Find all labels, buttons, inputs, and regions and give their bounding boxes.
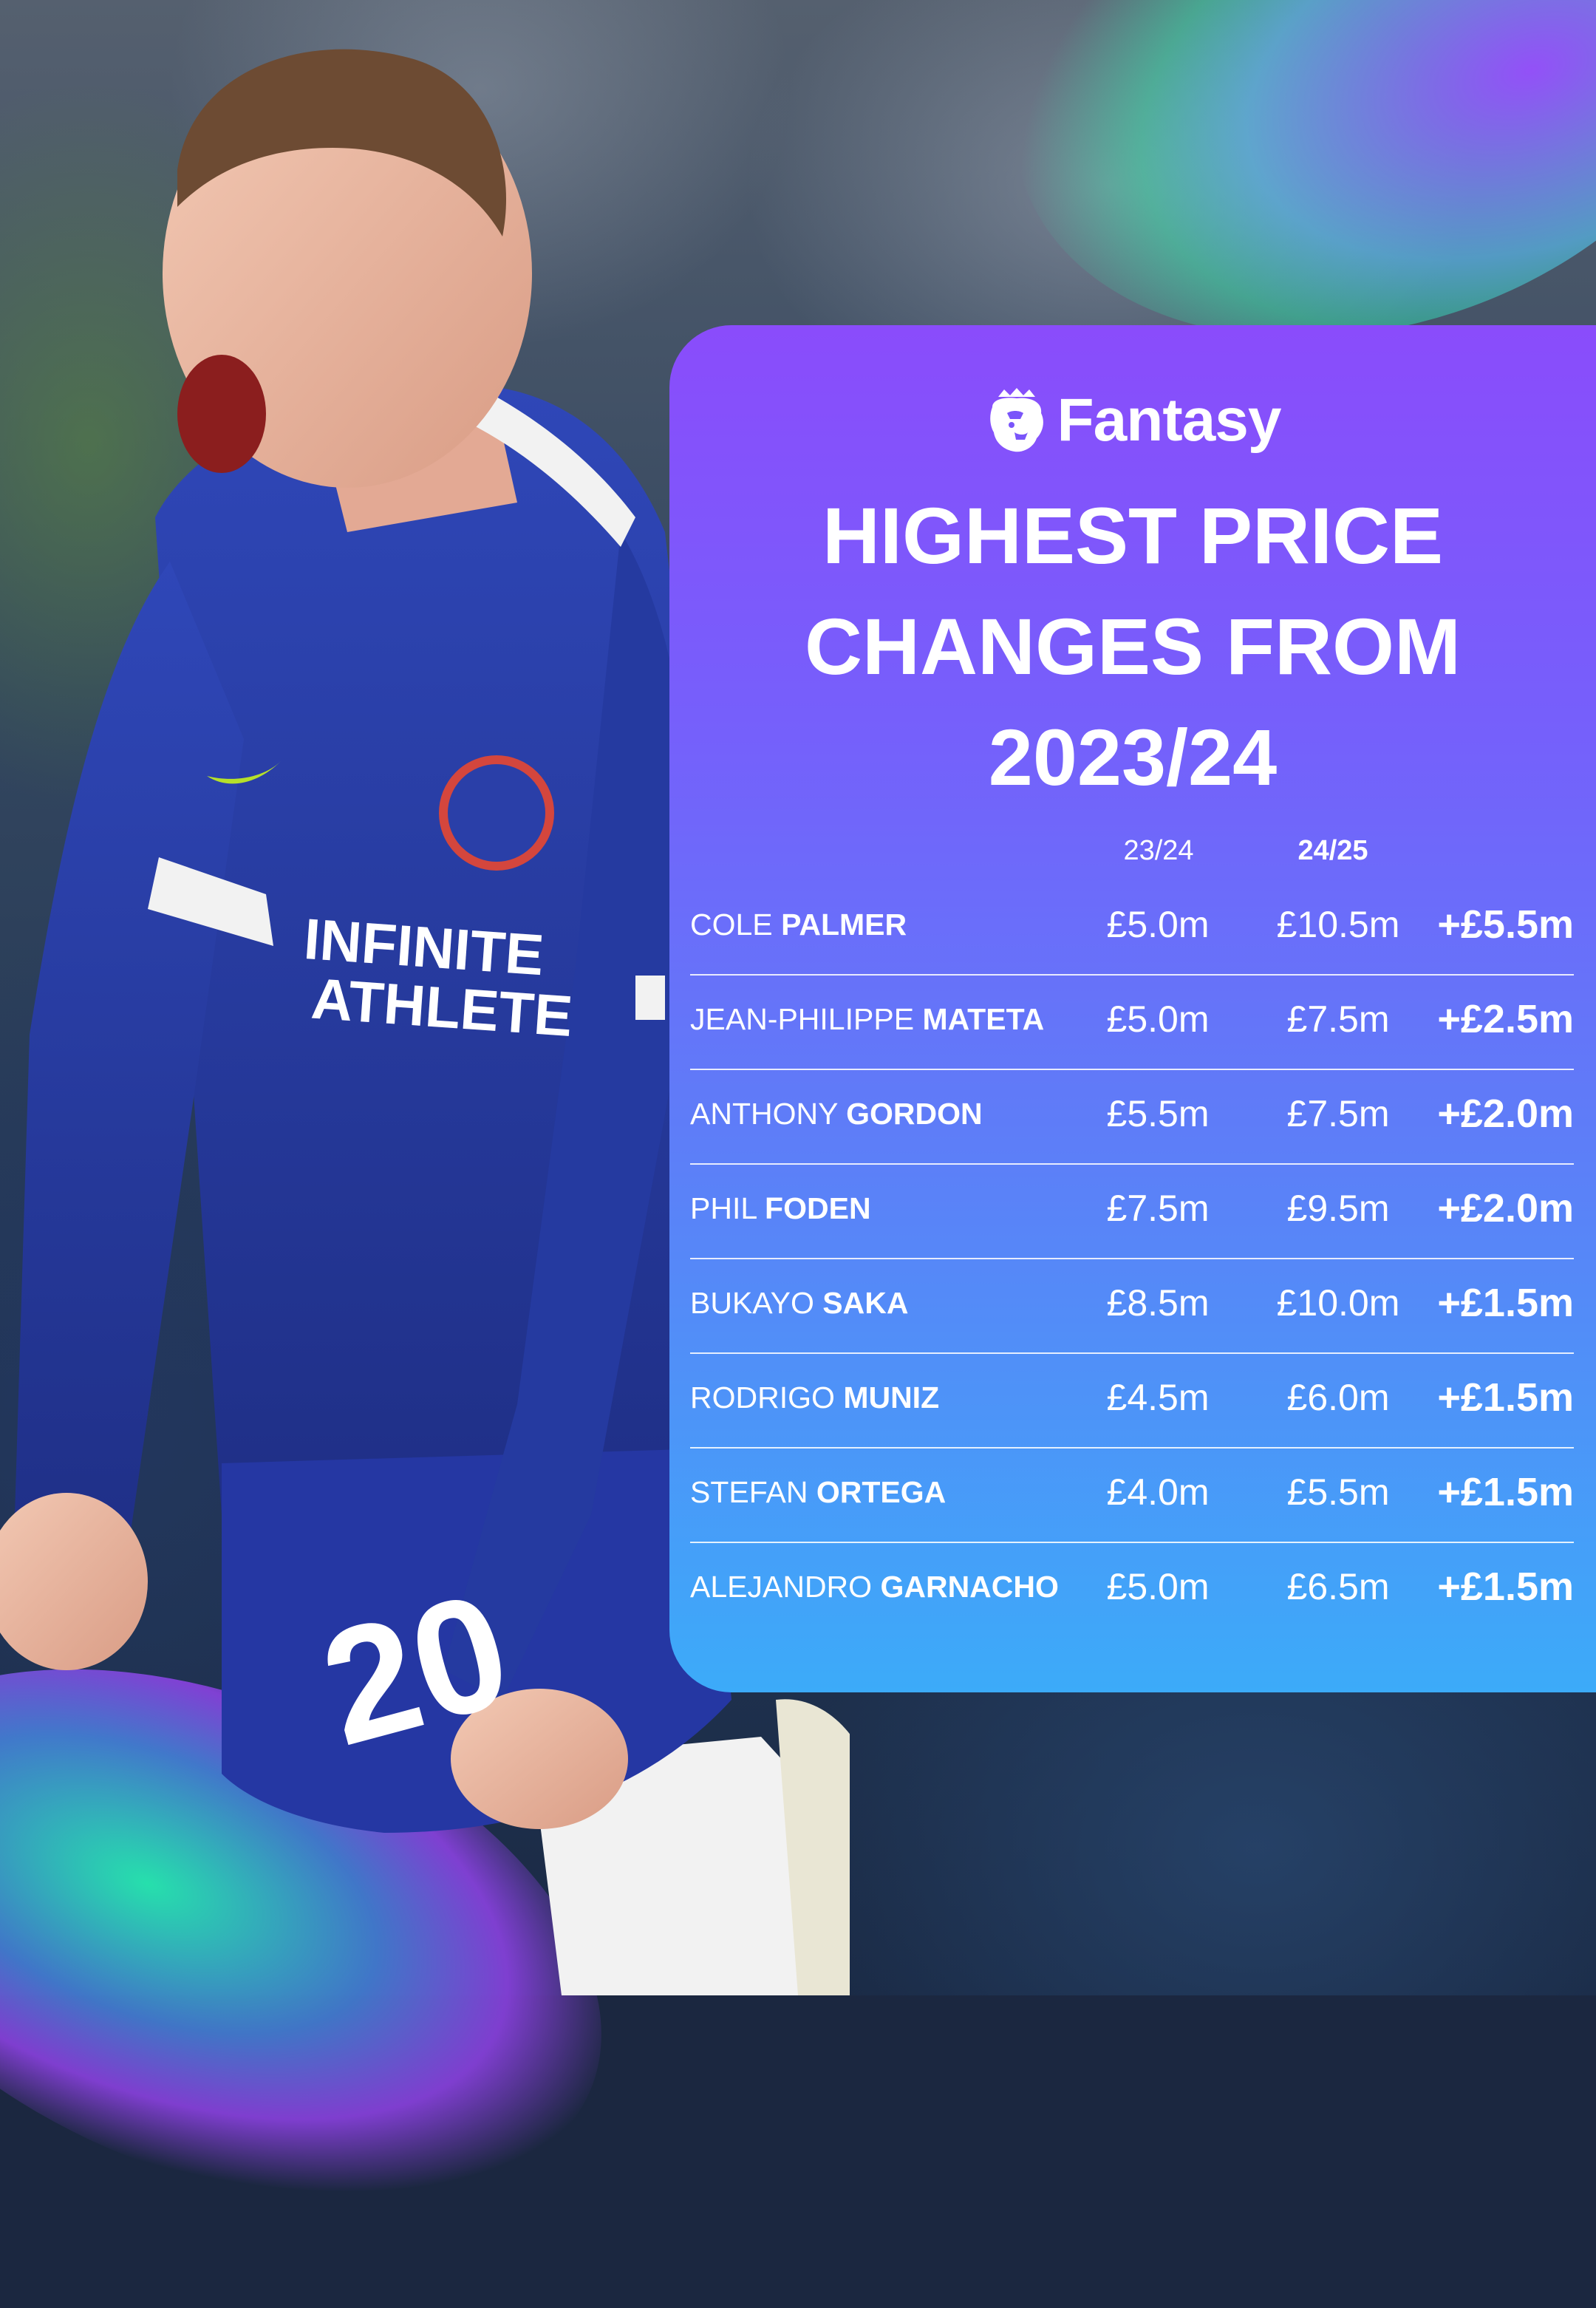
player-first-name: ANTHONY	[690, 1097, 838, 1131]
player-name: RODRIGO MUNIZ	[690, 1381, 939, 1415]
player-last-name: MATETA	[922, 1002, 1045, 1036]
brand-name: Fantasy	[1057, 387, 1282, 454]
price-2324: £5.0m	[1106, 1566, 1210, 1607]
player-first-name: BUKAYO	[690, 1286, 814, 1320]
price-2425: £7.5m	[1286, 1093, 1390, 1134]
player-last-name: GARNACHO	[880, 1570, 1059, 1604]
price-2425: £7.5m	[1286, 998, 1390, 1040]
headline-line-2: CHANGES FROM	[805, 602, 1461, 691]
price-change: +£1.5m	[1437, 1375, 1574, 1420]
headline-line-3: 2023/24	[988, 712, 1278, 802]
player-name: ALEJANDRO GARNACHO	[690, 1570, 1059, 1604]
price-2425: £5.5m	[1286, 1471, 1390, 1513]
price-2324: £5.0m	[1106, 904, 1210, 945]
table-row: COLE PALMER £5.0m £10.5m +£5.5m	[690, 881, 1574, 976]
price-2425: £6.0m	[1286, 1377, 1390, 1418]
price-2324: £4.5m	[1106, 1377, 1210, 1418]
price-2425: £9.5m	[1286, 1188, 1390, 1229]
premier-league-lion-icon	[989, 388, 1043, 452]
headline: HIGHEST PRICE CHANGES FROM 2023/24	[669, 480, 1596, 813]
table-row: STEFAN ORTEGA £4.0m £5.5m +£1.5m	[690, 1449, 1574, 1543]
player-last-name: PALMER	[781, 908, 907, 942]
player-name: JEAN-PHILIPPE MATETA	[690, 1002, 1044, 1037]
player-name: ANTHONY GORDON	[690, 1097, 983, 1131]
price-change: +£1.5m	[1437, 1565, 1574, 1609]
player-last-name: SAKA	[822, 1286, 909, 1320]
price-table: COLE PALMER £5.0m £10.5m +£5.5m JEAN-PHI…	[690, 881, 1574, 1636]
column-header-2324: 23/24	[1123, 835, 1194, 866]
price-2425: £10.0m	[1276, 1282, 1400, 1324]
price-change: +£2.0m	[1437, 1186, 1574, 1230]
player-photo: INFINITE ATHLETE 20	[0, 0, 850, 1995]
player-first-name: RODRIGO	[690, 1381, 835, 1415]
price-2324: £8.5m	[1106, 1282, 1210, 1324]
player-last-name: ORTEGA	[816, 1475, 947, 1509]
price-change: +£2.5m	[1437, 997, 1574, 1041]
price-change: +£5.5m	[1437, 902, 1574, 947]
table-row: BUKAYO SAKA £8.5m £10.0m +£1.5m	[690, 1259, 1574, 1354]
price-2324: £5.0m	[1106, 998, 1210, 1040]
player-last-name: MUNIZ	[843, 1381, 940, 1415]
price-changes-card: Fantasy HIGHEST PRICE CHANGES FROM 2023/…	[669, 325, 1596, 1692]
price-change: +£1.5m	[1437, 1470, 1574, 1514]
player-name: PHIL FODEN	[690, 1191, 871, 1226]
price-change: +£2.0m	[1437, 1092, 1574, 1136]
table-row: ANTHONY GORDON £5.5m £7.5m +£2.0m	[690, 1070, 1574, 1165]
player-first-name: COLE	[690, 908, 773, 942]
headline-line-1: HIGHEST PRICE	[822, 491, 1444, 580]
player-name: BUKAYO SAKA	[690, 1286, 908, 1321]
price-2425: £10.5m	[1276, 904, 1400, 945]
price-2324: £4.0m	[1106, 1471, 1210, 1513]
table-row: RODRIGO MUNIZ £4.5m £6.0m +£1.5m	[690, 1354, 1574, 1449]
player-first-name: JEAN-PHILIPPE	[690, 1002, 915, 1036]
player-name: STEFAN ORTEGA	[690, 1475, 946, 1510]
player-last-name: GORDON	[846, 1097, 983, 1131]
table-row: JEAN-PHILIPPE MATETA £5.0m £7.5m +£2.5m	[690, 976, 1574, 1070]
column-header-2425: 24/25	[1297, 835, 1368, 866]
price-2324: £5.5m	[1106, 1093, 1210, 1134]
player-first-name: STEFAN	[690, 1475, 808, 1509]
price-2425: £6.5m	[1286, 1566, 1390, 1607]
player-last-name: FODEN	[765, 1191, 871, 1225]
price-2324: £7.5m	[1106, 1188, 1210, 1229]
player-name: COLE PALMER	[690, 908, 907, 942]
fantasy-brand: Fantasy	[669, 386, 1596, 455]
player-first-name: PHIL	[690, 1191, 757, 1225]
player-first-name: ALEJANDRO	[690, 1570, 873, 1604]
price-change: +£1.5m	[1437, 1281, 1574, 1325]
table-row: ALEJANDRO GARNACHO £5.0m £6.5m +£1.5m	[690, 1543, 1574, 1636]
table-row: PHIL FODEN £7.5m £9.5m +£2.0m	[690, 1165, 1574, 1259]
